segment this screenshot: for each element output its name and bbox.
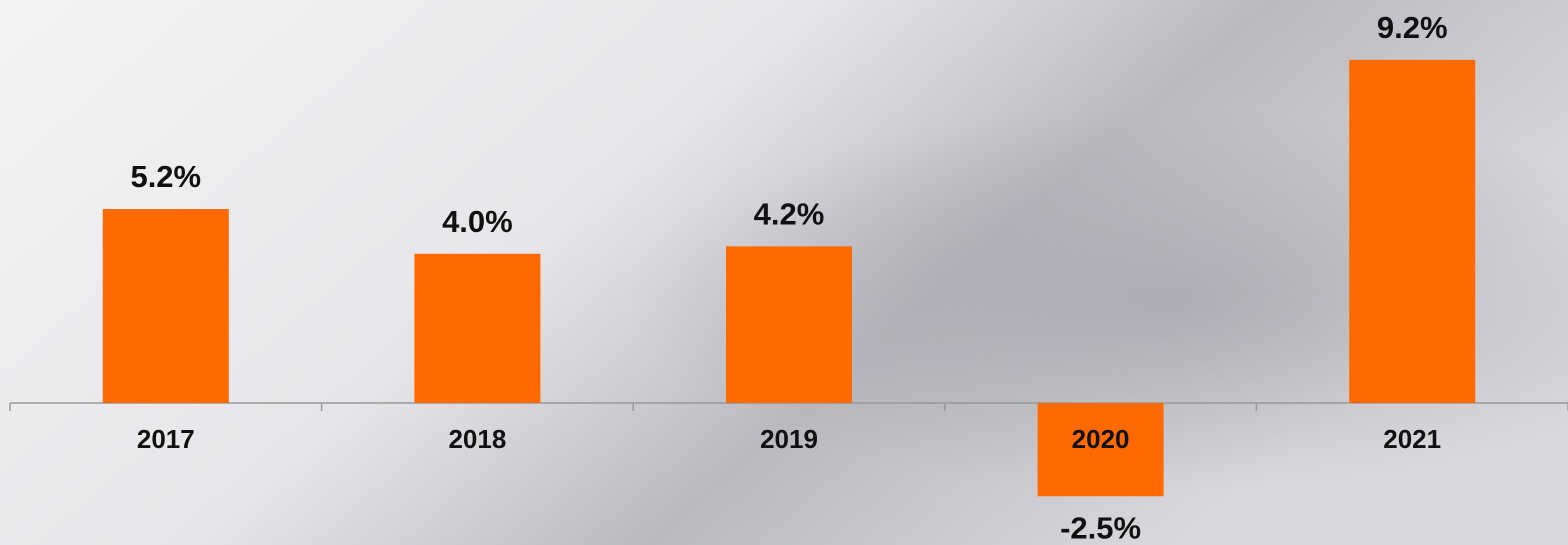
x-tick-label: 2021 bbox=[1383, 424, 1441, 454]
bar bbox=[414, 253, 541, 403]
x-tick-label: 2018 bbox=[448, 424, 506, 454]
bar bbox=[102, 209, 229, 403]
value-label: 5.2% bbox=[130, 159, 201, 194]
value-label: 9.2% bbox=[1377, 10, 1448, 45]
bar bbox=[1037, 403, 1164, 497]
value-label: 4.2% bbox=[754, 197, 825, 232]
x-tick-label: 2017 bbox=[137, 424, 195, 454]
x-tick-label: 2020 bbox=[1072, 424, 1130, 454]
bar bbox=[1349, 59, 1476, 404]
value-label: 4.0% bbox=[442, 204, 513, 239]
bar bbox=[726, 246, 852, 403]
value-label: -2.5% bbox=[1060, 510, 1141, 545]
x-tick-label: 2019 bbox=[760, 424, 818, 454]
